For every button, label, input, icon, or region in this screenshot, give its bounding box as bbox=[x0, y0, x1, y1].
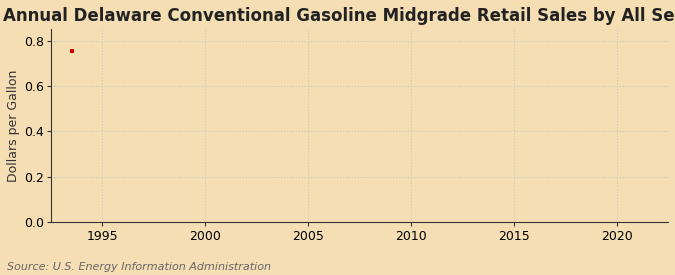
Y-axis label: Dollars per Gallon: Dollars per Gallon bbox=[7, 69, 20, 182]
Title: Annual Delaware Conventional Gasoline Midgrade Retail Sales by All Sellers: Annual Delaware Conventional Gasoline Mi… bbox=[3, 7, 675, 25]
Text: Source: U.S. Energy Information Administration: Source: U.S. Energy Information Administ… bbox=[7, 262, 271, 272]
